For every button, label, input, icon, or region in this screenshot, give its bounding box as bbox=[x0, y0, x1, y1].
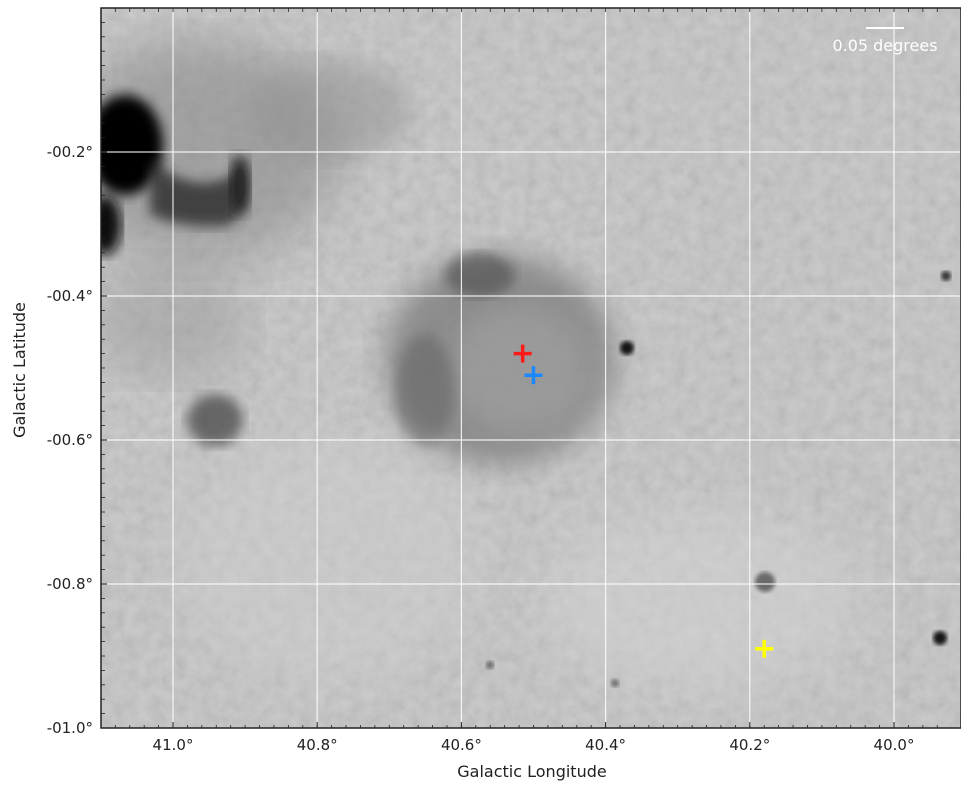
x-tick-label: 40.0° bbox=[874, 736, 915, 754]
x-tick-label: 40.4° bbox=[585, 736, 626, 754]
y-tick-label: -00.2° bbox=[47, 143, 93, 161]
radio-map-image bbox=[101, 8, 961, 728]
y-tick-label: -00.8° bbox=[47, 575, 93, 593]
source-marker-plus bbox=[524, 366, 543, 385]
x-tick-label: 40.2° bbox=[729, 736, 770, 754]
y-tick-label: -01.0° bbox=[47, 719, 93, 737]
source-marker-plus bbox=[755, 639, 774, 658]
y-axis-ticks: -00.2° -00.4° -00.6° -00.8° -01.0° bbox=[47, 7, 107, 737]
coordinate-grid bbox=[101, 8, 961, 728]
y-axis-title: Galactic Latitude bbox=[10, 302, 29, 438]
scale-bar-label: 0.05 degrees bbox=[832, 36, 937, 55]
source-markers bbox=[513, 344, 774, 658]
x-axis-title: Galactic Longitude bbox=[457, 762, 606, 781]
x-tick-label: 40.6° bbox=[441, 736, 482, 754]
y-tick-label: -00.4° bbox=[47, 287, 93, 305]
x-tick-label: 40.8° bbox=[297, 736, 338, 754]
x-axis-ticks: 41.0° 40.8° 40.6° 40.4° 40.2° 40.0° bbox=[114, 8, 938, 754]
y-tick-label: -00.6° bbox=[47, 431, 93, 449]
scale-bar: 0.05 degrees bbox=[832, 27, 938, 55]
source-marker-plus bbox=[513, 344, 532, 363]
x-tick-label: 41.0° bbox=[153, 736, 194, 754]
